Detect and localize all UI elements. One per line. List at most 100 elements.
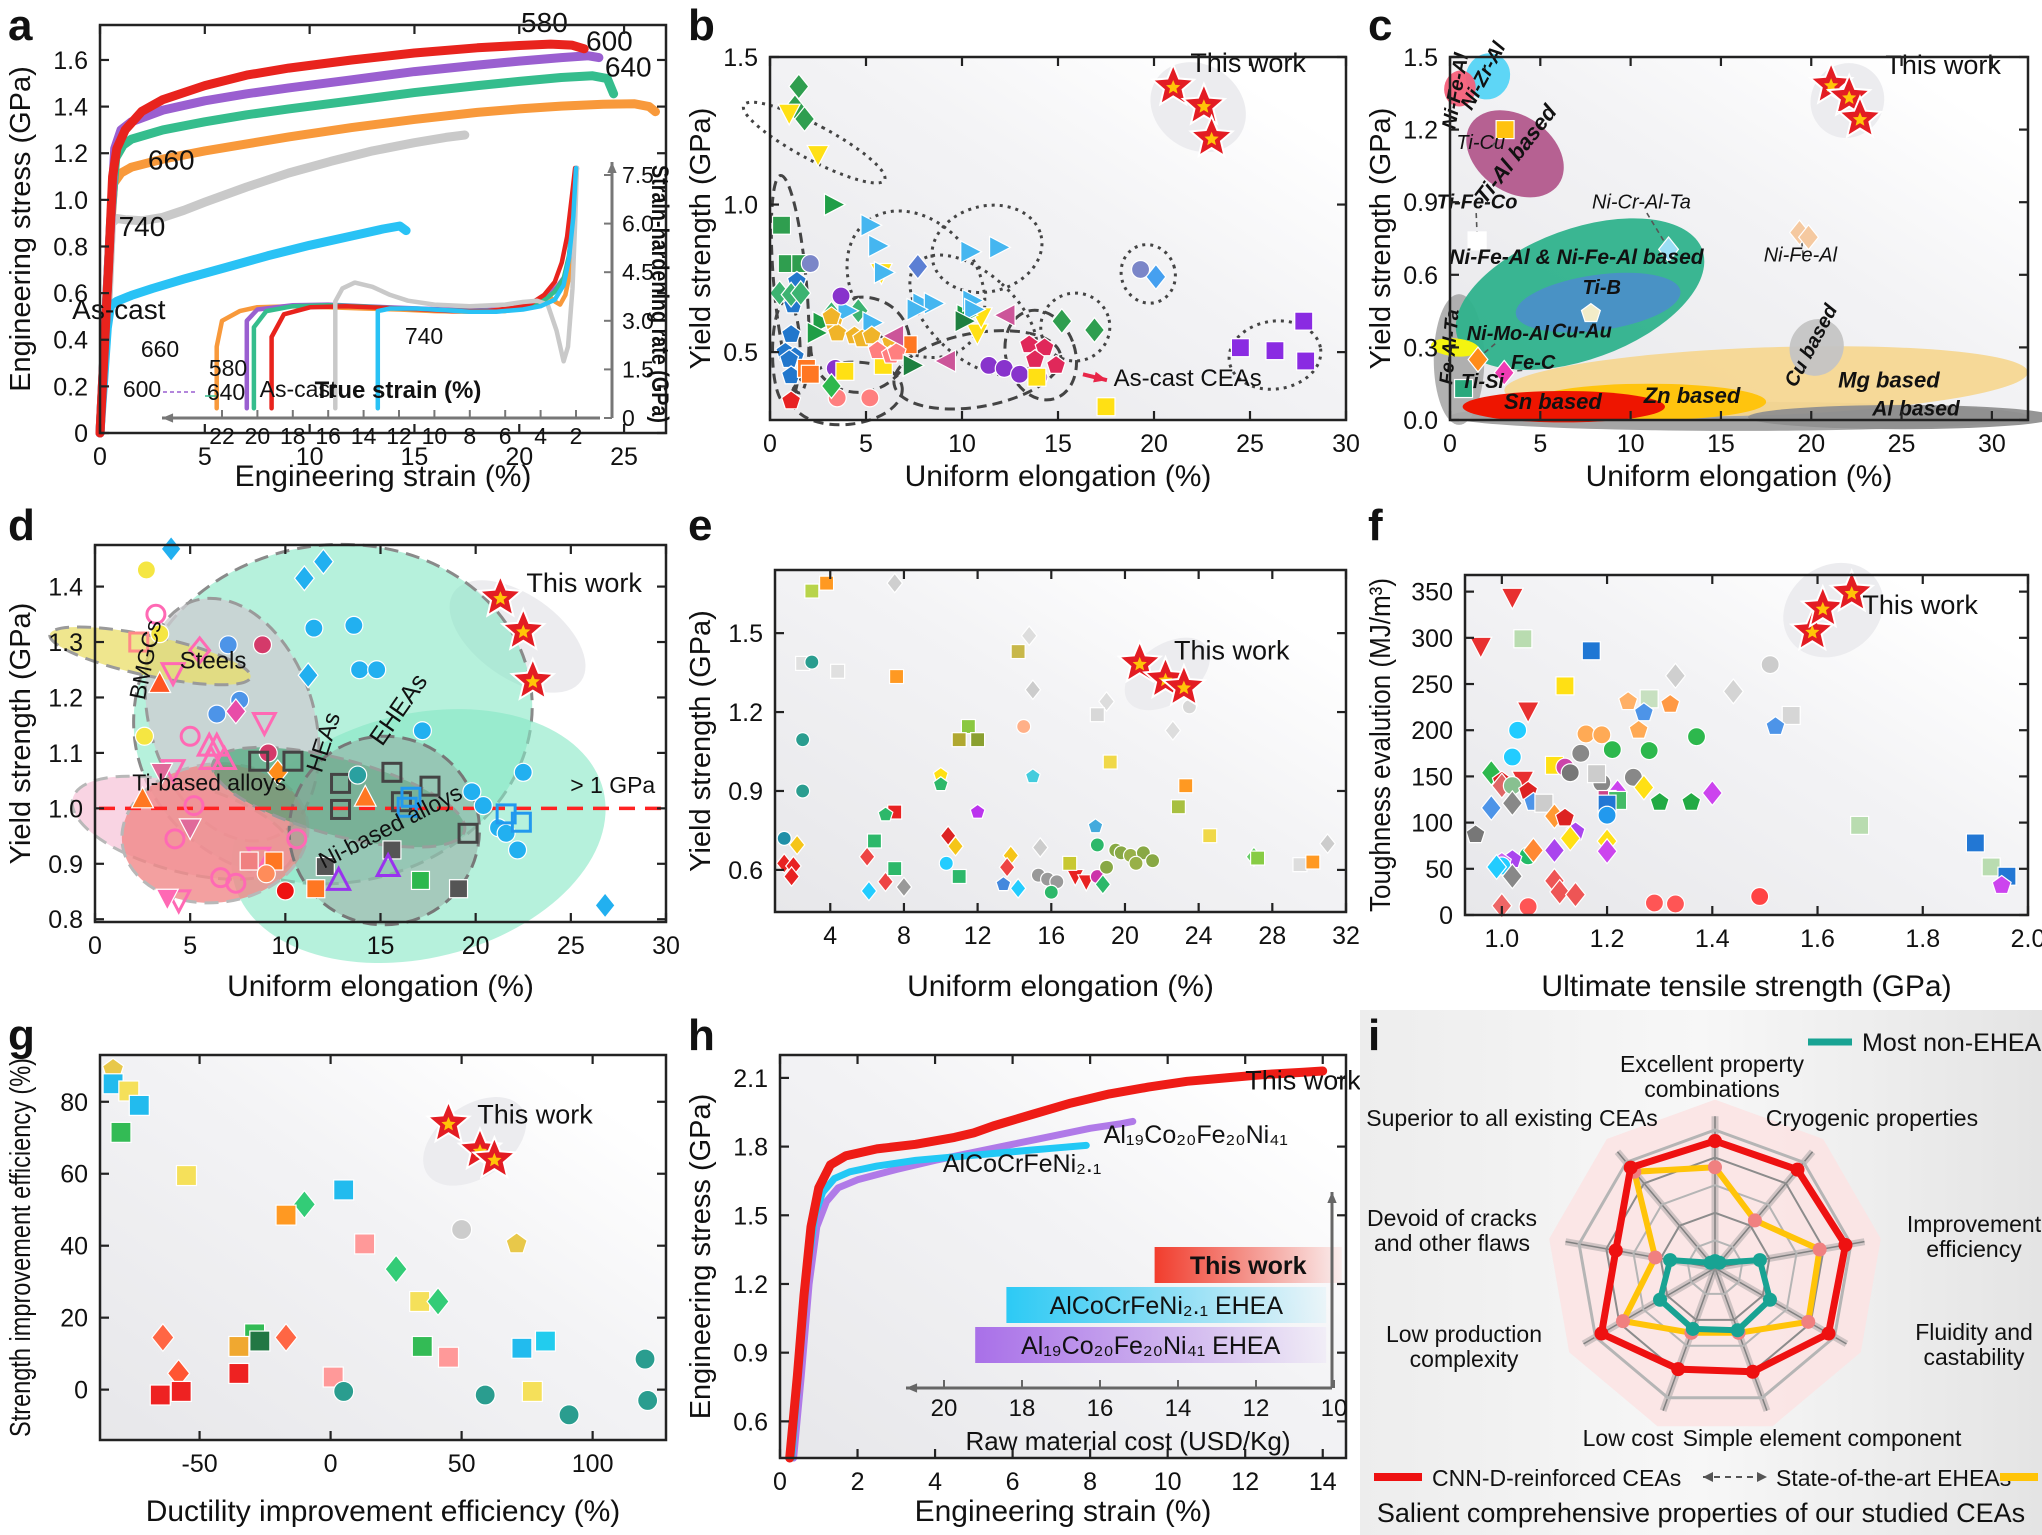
scatter-point [150,624,170,644]
y-tick: 0 [74,1377,88,1405]
annotation: This work [1885,50,2001,80]
scatter-point [256,864,276,884]
scatter-point [969,803,986,819]
scatter-point [877,871,894,893]
panel-letter-g: g [8,1011,35,1060]
scatter-point [1549,878,1571,906]
scatter-point [330,772,352,794]
scatter-point [1051,307,1073,335]
scatter-point [888,668,905,685]
scatter-point [1024,348,1046,369]
scatter-point [165,889,193,915]
scatter-point [1034,337,1055,357]
scatter-point [149,1384,171,1406]
scatter-point [1571,743,1591,763]
scatter-point [1465,823,1486,844]
annotation: As-cast CEAs [1114,365,1262,392]
y-tick: 1.4 [48,574,83,602]
scatter-point [1480,794,1502,822]
x-tick: 8 [897,922,911,950]
radar-vertex [1745,1364,1760,1379]
x-tick: 5 [859,430,873,458]
region [908,253,1039,377]
scatter-point [938,855,954,871]
inset-label: 640 [207,379,245,405]
y-tick: 0.9 [733,1340,768,1368]
inset-y-tick: 1.5 [622,356,654,382]
scatter-point [1522,836,1545,864]
scatter-point [877,806,894,822]
scatter-point [130,785,155,809]
scatter-point [1144,853,1161,869]
scatter-point [866,833,883,849]
panel-letter-i: i [1368,1011,1381,1060]
scatter-point [992,303,1016,328]
x-axis-label: Uniform elongation (%) [1586,460,1893,493]
backdrop [100,1055,666,1440]
scatter-point [1098,859,1115,875]
x-tick: -50 [182,1450,218,1478]
scatter-point [381,761,403,783]
panel-g: This work -50 0 50 100 0 20 40 60 80 Ductility imp… [0,1010,680,1535]
scatter-point [110,1121,132,1143]
scatter-point [1319,833,1337,855]
scatter-point [1019,334,1040,354]
scatter-point [248,750,270,772]
star-core [441,1116,456,1131]
y-tick: 1.1 [48,740,83,768]
inset-label: True strain (%) [315,377,482,404]
inset-y-tick: 4.5 [622,259,654,285]
scatter-point [823,192,847,217]
scatter-point [793,105,816,133]
annotation: Sn based [1504,389,1602,414]
scatter-point [860,880,878,902]
scatter-point [315,856,335,877]
cost-bar-label: This work [1190,1252,1307,1280]
scatter-point [1516,701,1541,724]
scatter-point [1564,881,1587,909]
scatter-point [1644,893,1665,913]
scatter-point [412,721,432,741]
scatter-point [947,835,964,857]
scatter-point [160,535,182,563]
y-tick: 1.5 [1403,44,1438,72]
y-axis-label: Engineering stress (GPa) [5,66,37,392]
y-tick: 0 [1439,902,1453,930]
scatter-point [155,888,180,912]
scatter-point [274,1322,298,1353]
inset-x-tick: 22 [209,423,235,449]
inset-label: 740 [405,323,443,349]
scatter-point [776,830,792,846]
x-tick: 10 [296,443,324,471]
scatter-point [1083,316,1106,344]
scatter-point [835,361,855,381]
star-core [1844,586,1859,600]
scatter-point [1170,799,1186,815]
radar-vertex [1752,1253,1767,1268]
arrow-head [162,413,174,423]
scatter-point [860,213,884,238]
scatter-point [1686,727,1707,747]
scatter-point [895,876,913,898]
radar-axis-label: Superior to all existing CEAs [1366,1105,1657,1131]
radar-axis-label: Improvement efficiency [1907,1211,2042,1262]
y-tick: 40 [60,1233,88,1261]
radar-vertex [1730,1323,1745,1338]
y-tick: 1.2 [48,684,83,712]
panel-letter-a: a [8,1,33,50]
scatter-point [1649,791,1670,811]
scatter-point [800,253,820,274]
leader-line [1475,213,1478,235]
scatter-point [1087,818,1104,834]
scatter-point [197,744,225,770]
annotation: Zn based [1643,383,1741,408]
scatter-point [1617,690,1639,711]
scatter-point [960,239,983,264]
annotation: Ni-Mo-Al [1467,323,1550,345]
panel-f: This work 1.0 1.2 1.4 1.6 1.8 2.0 0 50 100 150 200 2… [1360,500,2042,1010]
cost-bar-label: AlCoCrFeNi₂.₁ EHEA [1050,1292,1284,1320]
annotation: Ti-Fe-Co [1437,191,1518,213]
scatter-point [804,583,820,599]
legend-label-soa-eheas: State-of-the-art EHEAs [1776,1465,2011,1491]
x-tick: 1.8 [1905,925,1940,953]
